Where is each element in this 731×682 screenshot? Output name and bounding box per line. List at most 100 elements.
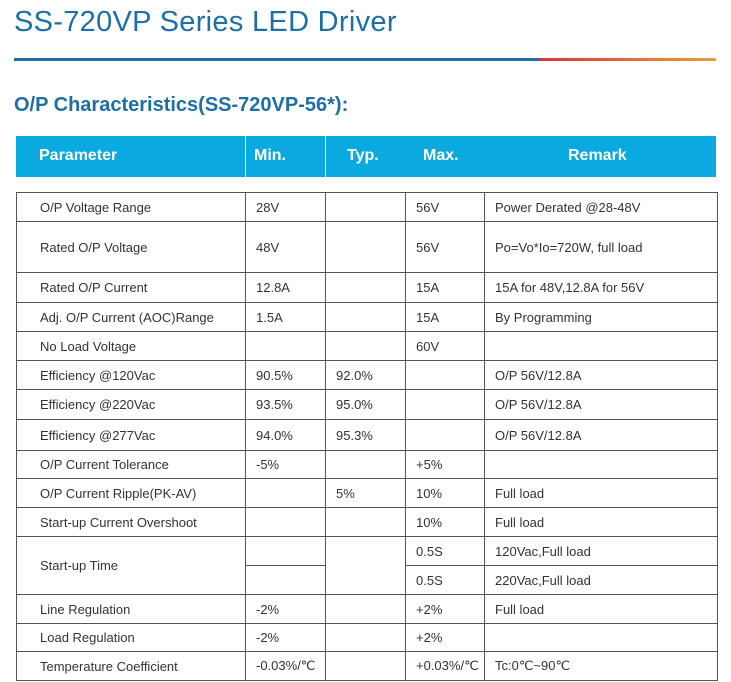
table-row: Rated O/P Current 12.8A 15A 15A for 48V,12.… xyxy=(16,272,718,303)
table-row: Efficiency @277Vac 94.0% 95.3% O/P 56V/12.8… xyxy=(16,419,718,451)
cell-parameter: Rated O/P Voltage xyxy=(16,221,246,273)
cell-parameter: Load Regulation xyxy=(16,623,246,652)
table-row: O/P Current Tolerance -5% +5% xyxy=(16,450,718,479)
cell-parameter: Efficiency @120Vac xyxy=(16,360,246,390)
cell-max: 15A xyxy=(405,302,485,332)
cell-min: -2% xyxy=(245,594,326,624)
cell-parameter: Start-up Current Overshoot xyxy=(16,507,246,537)
cell-max: 10% xyxy=(405,507,485,537)
cell-typ: 95.0% xyxy=(325,389,406,420)
cell-parameter: No Load Voltage xyxy=(16,331,246,361)
cell-remark: 220Vac,Full load xyxy=(484,565,718,595)
cell-remark: Full load xyxy=(484,507,718,537)
cell-min: -2% xyxy=(245,623,326,652)
cell-parameter: Rated O/P Current xyxy=(16,272,246,303)
cell-typ: 92.0% xyxy=(325,360,406,390)
cell-remark: Full load xyxy=(484,594,718,624)
cell-min: -0.03%/℃ xyxy=(245,651,326,681)
cell-parameter: Start-up Time xyxy=(16,536,246,595)
table-row: No Load Voltage 60V xyxy=(16,331,718,361)
cell-remark: By Programming xyxy=(484,302,718,332)
cell-min xyxy=(245,478,326,508)
cell-typ xyxy=(325,272,406,303)
cell-min xyxy=(245,507,326,537)
cell-min xyxy=(245,565,326,595)
cell-parameter: Temperature Coefficient xyxy=(16,651,246,681)
title-divider xyxy=(14,58,540,61)
cell-remark: O/P 56V/12.8A xyxy=(484,419,718,451)
cell-remark xyxy=(484,331,718,361)
cell-min: 90.5% xyxy=(245,360,326,390)
cell-max: 56V xyxy=(405,221,485,273)
cell-min: 94.0% xyxy=(245,419,326,451)
cell-remark: Full load xyxy=(484,478,718,508)
table-row: Line Regulation -2% +2% Full load xyxy=(16,594,718,624)
spec-table: O/P Voltage Range 28V 56V Power Derated @28… xyxy=(16,192,718,681)
cell-max xyxy=(405,389,485,420)
cell-remark xyxy=(484,623,718,652)
cell-min: 93.5% xyxy=(245,389,326,420)
cell-max xyxy=(405,419,485,451)
cell-typ xyxy=(325,192,406,222)
cell-typ xyxy=(325,623,406,652)
cell-max xyxy=(405,360,485,390)
cell-typ xyxy=(325,536,406,595)
cell-max: +5% xyxy=(405,450,485,479)
cell-max: +2% xyxy=(405,594,485,624)
cell-max: +2% xyxy=(405,623,485,652)
cell-typ xyxy=(325,331,406,361)
header-typ: Typ. xyxy=(347,147,379,164)
header-parameter: Parameter xyxy=(39,147,118,164)
cell-typ: 95.3% xyxy=(325,419,406,451)
cell-max: +0.03%/℃ xyxy=(405,651,485,681)
cell-parameter: O/P Voltage Range xyxy=(16,192,246,222)
table-row: Adj. O/P Current (AOC)Range 1.5A 15A By Pro… xyxy=(16,302,718,332)
cell-min: 1.5A xyxy=(245,302,326,332)
page-title: SS-720VP Series LED Driver xyxy=(14,6,397,38)
cell-remark xyxy=(484,450,718,479)
cell-max: 15A xyxy=(405,272,485,303)
cell-parameter: Efficiency @220Vac xyxy=(16,389,246,420)
cell-parameter: Line Regulation xyxy=(16,594,246,624)
table-row: Temperature Coefficient -0.03%/℃ +0.03%/℃ T… xyxy=(16,651,718,681)
table-row: O/P Voltage Range 28V 56V Power Derated @28… xyxy=(16,192,718,222)
cell-parameter: O/P Current Tolerance xyxy=(16,450,246,479)
table-row: Efficiency @220Vac 93.5% 95.0% O/P 56V/12.8… xyxy=(16,389,718,420)
section-title: O/P Characteristics(SS-720VP-56*): xyxy=(14,94,349,116)
cell-min xyxy=(245,331,326,361)
header-remark: Remark xyxy=(568,147,627,164)
header-max: Max. xyxy=(423,147,459,164)
cell-typ xyxy=(325,221,406,273)
cell-remark: O/P 56V/12.8A xyxy=(484,360,718,390)
cell-max: 0.5S xyxy=(405,536,485,566)
cell-typ xyxy=(325,651,406,681)
cell-typ xyxy=(325,507,406,537)
table-row: O/P Current Ripple(PK-AV) 5% 10% Full load xyxy=(16,478,718,508)
cell-max: 56V xyxy=(405,192,485,222)
cell-remark: Tc:0℃~90℃ xyxy=(484,651,718,681)
cell-max: 0.5S xyxy=(405,565,485,595)
cell-remark: 15A for 48V,12.8A for 56V xyxy=(484,272,718,303)
table-row: Rated O/P Voltage 48V 56V Po=Vo*Io=720W, fu… xyxy=(16,221,718,273)
table-header: Parameter Min. Typ. Max. Remark xyxy=(16,136,716,177)
cell-remark: 120Vac,Full load xyxy=(484,536,718,566)
cell-max: 60V xyxy=(405,331,485,361)
cell-min: 28V xyxy=(245,192,326,222)
cell-parameter: Adj. O/P Current (AOC)Range xyxy=(16,302,246,332)
table-row: Start-up Time 0.5S 120Vac,Full load xyxy=(16,536,718,595)
table-row: Efficiency @120Vac 90.5% 92.0% O/P 56V/12.8… xyxy=(16,360,718,390)
cell-typ xyxy=(325,450,406,479)
cell-typ xyxy=(325,594,406,624)
cell-min: 48V xyxy=(245,221,326,273)
cell-min: 12.8A xyxy=(245,272,326,303)
cell-remark: Power Derated @28-48V xyxy=(484,192,718,222)
table-row: Load Regulation -2% +2% xyxy=(16,623,718,652)
cell-max: 10% xyxy=(405,478,485,508)
cell-parameter: O/P Current Ripple(PK-AV) xyxy=(16,478,246,508)
cell-typ xyxy=(325,302,406,332)
title-divider-accent xyxy=(540,58,716,61)
cell-remark: Po=Vo*Io=720W, full load xyxy=(484,221,718,273)
cell-min: -5% xyxy=(245,450,326,479)
cell-typ: 5% xyxy=(325,478,406,508)
header-min: Min. xyxy=(254,147,286,164)
